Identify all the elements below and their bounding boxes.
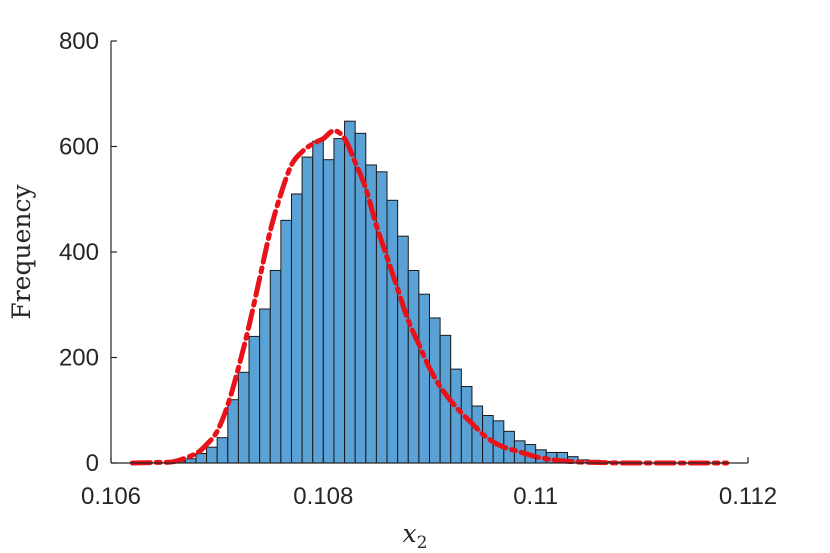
histogram-bar [269,269,282,464]
histogram-bar [450,368,462,464]
y-tick-label: 200 [59,345,99,372]
x-axis-ticks: 0.106 0.108 0.11 0.112 [81,457,777,510]
x-tick-label: 0.108 [293,483,353,510]
histogram-bar [386,199,399,464]
histogram-bar [418,293,430,464]
histogram-bar [333,138,346,464]
histogram-bar [429,317,441,464]
histogram-bar [216,437,229,464]
y-axis-ticks: 0 200 400 600 800 [59,28,117,477]
y-tick-label: 600 [59,134,99,161]
histogram-bar [195,453,208,464]
histogram-bar [184,458,197,464]
y-tick-label: 400 [59,239,99,266]
histogram-bar [301,156,314,464]
histogram-bar [280,219,292,464]
histogram-bar [248,335,261,464]
histogram-bar [237,371,250,464]
histogram-bar [344,120,356,464]
x-tick-label: 0.11 [513,483,558,510]
y-tick-label: 0 [86,450,99,477]
histogram-bar [407,269,420,464]
histogram-bar [227,399,239,464]
histogram-bar [206,446,218,464]
y-tick-label: 800 [59,28,99,55]
y-axis-label: Frequency [7,184,36,320]
histogram-bar [290,193,303,464]
x-tick-label: 0.106 [81,483,141,510]
x-tick-label: 0.112 [719,483,777,510]
histogram-bar [322,159,335,464]
histogram-bar [375,171,388,464]
fit-curve [129,128,730,466]
histogram-bar [397,235,409,464]
histogram-bar [259,308,271,464]
histogram-bar [312,140,324,464]
x-axis-label: x2 [403,519,428,553]
